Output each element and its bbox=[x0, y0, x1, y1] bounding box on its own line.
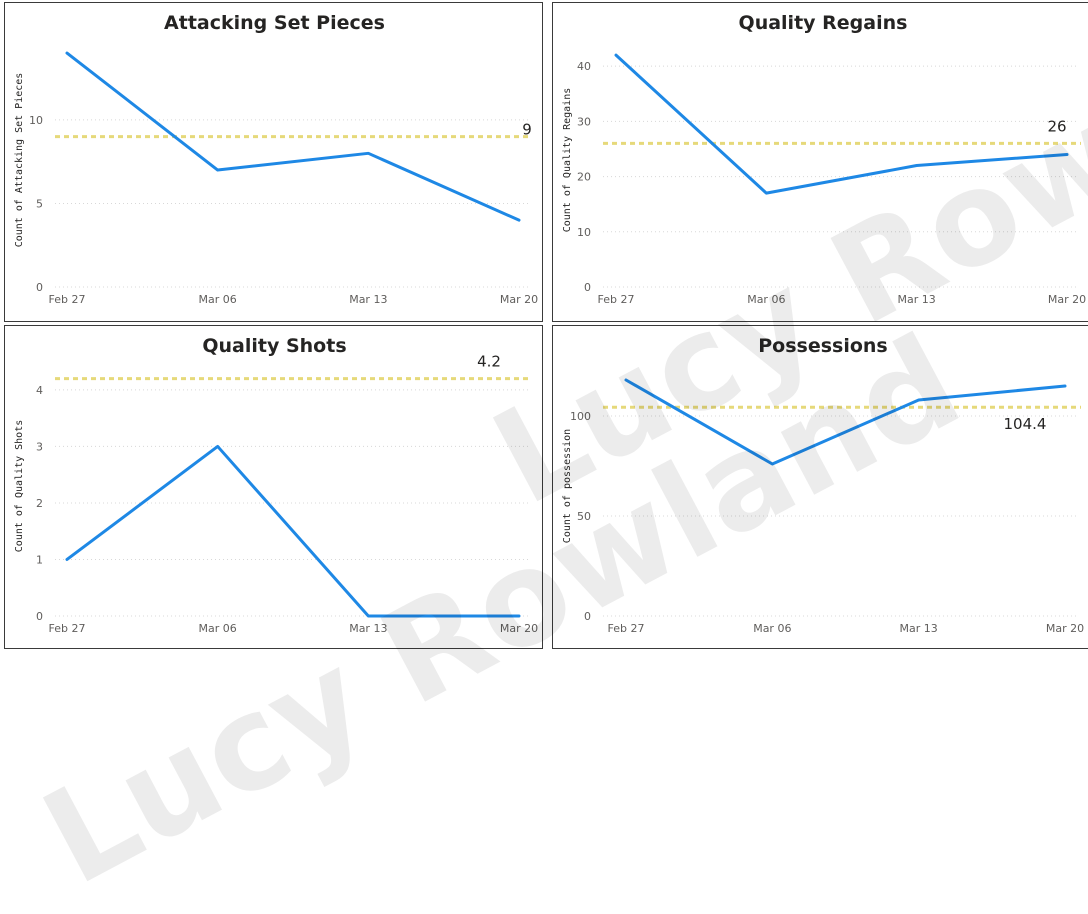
average-label: 9 bbox=[522, 121, 532, 139]
x-tick-label: Mar 06 bbox=[199, 622, 237, 635]
x-tick-label: Mar 06 bbox=[199, 293, 237, 306]
series-line bbox=[65, 444, 521, 618]
x-tick-label: Mar 13 bbox=[898, 293, 936, 306]
y-tick-label: 20 bbox=[577, 171, 591, 184]
average-label: 4.2 bbox=[477, 353, 501, 371]
chart-title: Quality Shots bbox=[202, 335, 346, 357]
y-tick-label: 2 bbox=[36, 497, 43, 510]
series-line bbox=[65, 51, 521, 222]
y-tick-label: 3 bbox=[36, 440, 43, 453]
y-tick-label: 0 bbox=[36, 610, 43, 623]
chart-title: Quality Regains bbox=[739, 12, 908, 34]
chart-svg: Quality Regains 0 10 20 30 40 Feb 27 Mar 06 Mar … bbox=[562, 12, 1086, 306]
x-tick-label: Mar 20 bbox=[500, 622, 538, 635]
y-tick-label: 30 bbox=[577, 115, 591, 128]
series-line bbox=[624, 378, 1067, 466]
y-tick-label: 5 bbox=[36, 197, 43, 210]
x-tick-label: Mar 20 bbox=[500, 293, 538, 306]
y-axis-label: Count of possession bbox=[562, 429, 573, 543]
y-tick-label: 4 bbox=[36, 384, 43, 397]
x-tick-label: Mar 20 bbox=[1046, 622, 1084, 635]
x-tick-label: Mar 13 bbox=[900, 622, 938, 635]
y-tick-label: 50 bbox=[577, 510, 591, 523]
y-tick-label: 100 bbox=[570, 410, 591, 423]
y-tick-label: 0 bbox=[584, 281, 591, 294]
chart-svg: Quality Shots 0 1 2 3 4 Feb 27 Mar 06 Mar 13 Mar … bbox=[14, 335, 538, 635]
y-tick-label: 1 bbox=[36, 553, 43, 566]
y-tick-label: 10 bbox=[29, 114, 43, 127]
chart-title: Attacking Set Pieces bbox=[164, 12, 385, 34]
y-axis-label: Count of Attacking Set Pieces bbox=[14, 73, 25, 248]
chart-panel-quality-shots: Quality Shots 0 1 2 3 4 Feb 27 Mar 06 Mar 13 Mar … bbox=[4, 325, 543, 649]
chart-panel-possessions: Possessions 0 50 100 Feb 27 Mar 06 Mar 13 Mar 2… bbox=[552, 325, 1088, 649]
series-line bbox=[614, 53, 1069, 195]
x-tick-label: Mar 13 bbox=[349, 622, 387, 635]
y-axis-label: Count of Quality Shots bbox=[14, 420, 25, 552]
x-tick-label: Mar 06 bbox=[753, 622, 791, 635]
chart-panel-quality-regains: Quality Regains 0 10 20 30 40 Feb 27 Mar 06 Mar … bbox=[552, 2, 1088, 322]
y-tick-label: 40 bbox=[577, 60, 591, 73]
y-axis-label: Count of Quality Regains bbox=[562, 88, 573, 233]
x-tick-label: Feb 27 bbox=[49, 293, 86, 306]
x-tick-label: Feb 27 bbox=[598, 293, 635, 306]
chart-panel-attacking-set-pieces: Attacking Set Pieces 0 5 10 Feb 27 Mar 06 Mar … bbox=[4, 2, 543, 322]
chart-svg: Attacking Set Pieces 0 5 10 Feb 27 Mar 06 Mar … bbox=[14, 12, 538, 306]
y-tick-label: 0 bbox=[584, 610, 591, 623]
chart-svg: Possessions 0 50 100 Feb 27 Mar 06 Mar 13 Mar 2… bbox=[562, 335, 1084, 635]
x-tick-label: Feb 27 bbox=[49, 622, 86, 635]
x-tick-label: Mar 06 bbox=[747, 293, 785, 306]
y-tick-label: 10 bbox=[577, 226, 591, 239]
x-tick-label: Mar 13 bbox=[349, 293, 387, 306]
chart-title: Possessions bbox=[758, 335, 888, 357]
average-label: 104.4 bbox=[1004, 415, 1047, 433]
average-label: 26 bbox=[1047, 117, 1066, 135]
y-tick-label: 0 bbox=[36, 281, 43, 294]
x-tick-label: Mar 20 bbox=[1048, 293, 1086, 306]
x-tick-label: Feb 27 bbox=[608, 622, 645, 635]
